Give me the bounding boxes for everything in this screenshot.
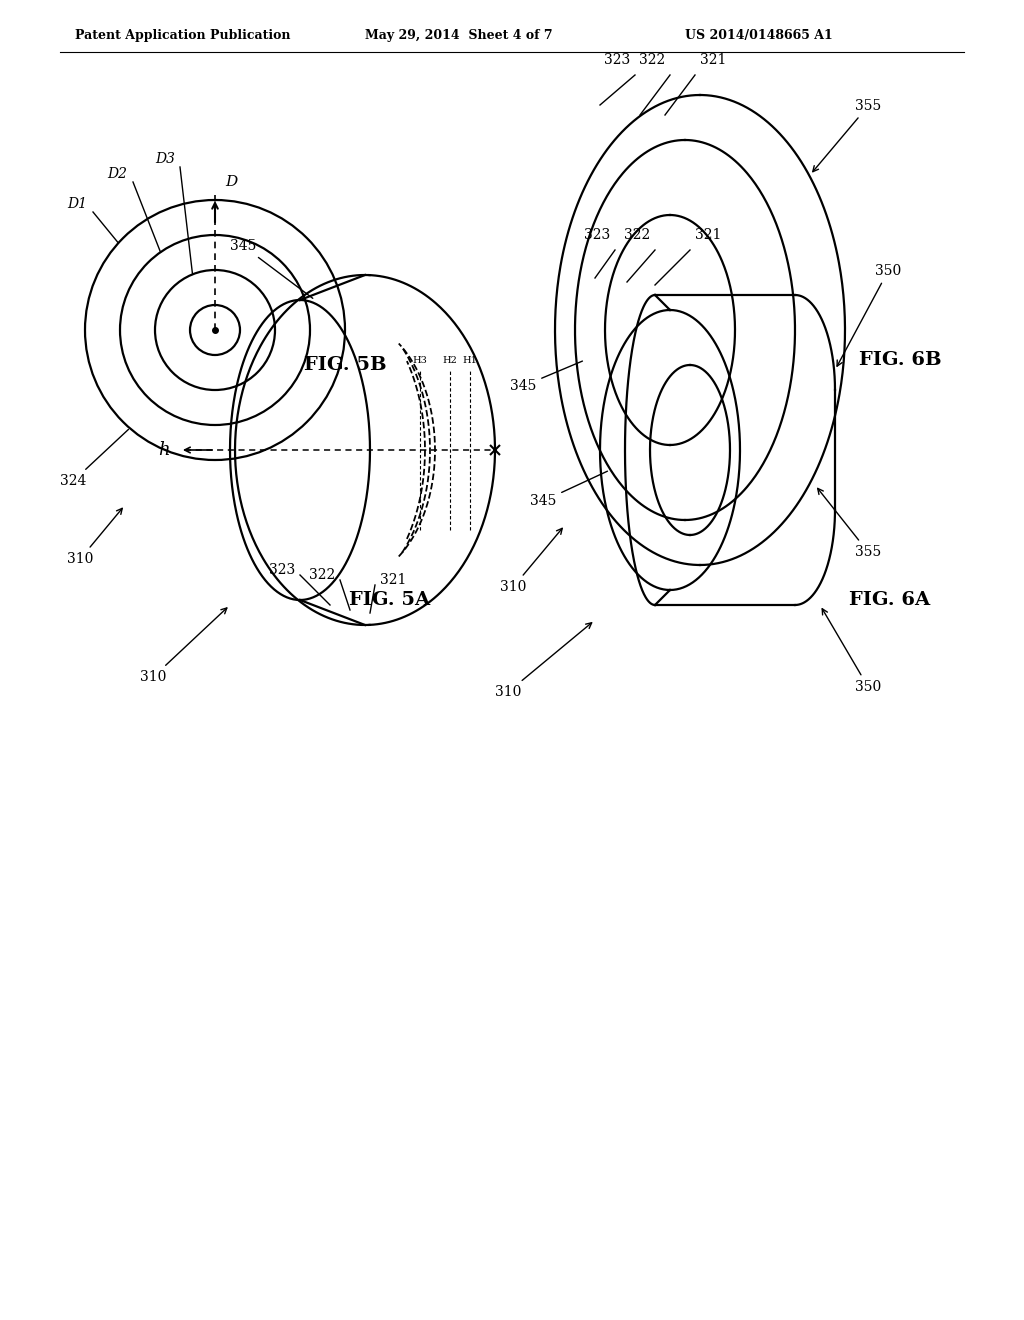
Text: H3: H3 [413, 356, 427, 366]
Text: 323: 323 [604, 53, 630, 67]
Text: 345: 345 [530, 471, 607, 508]
Text: May 29, 2014  Sheet 4 of 7: May 29, 2014 Sheet 4 of 7 [365, 29, 553, 41]
Text: D: D [225, 176, 238, 189]
Text: 322: 322 [624, 228, 650, 242]
Text: FIG. 5A: FIG. 5A [349, 591, 430, 609]
Text: h: h [159, 441, 170, 459]
Text: 310: 310 [140, 609, 227, 684]
Text: FIG. 5B: FIG. 5B [304, 356, 386, 374]
Text: FIG. 6B: FIG. 6B [859, 351, 941, 370]
Text: 321: 321 [695, 228, 721, 242]
Text: 323: 323 [268, 564, 295, 577]
Text: 321: 321 [700, 53, 726, 67]
Text: 324: 324 [60, 429, 128, 488]
Text: H1: H1 [463, 356, 477, 366]
Text: 321: 321 [380, 573, 407, 587]
Text: 310: 310 [67, 508, 122, 566]
Text: D3: D3 [155, 152, 175, 166]
Text: D1: D1 [67, 197, 87, 211]
Text: H2: H2 [442, 356, 458, 366]
Text: 345: 345 [230, 239, 312, 298]
Text: 355: 355 [813, 99, 882, 172]
Text: FIG. 6A: FIG. 6A [850, 591, 931, 609]
Text: 355: 355 [818, 488, 882, 558]
Text: 345: 345 [510, 362, 583, 393]
Text: 323: 323 [584, 228, 610, 242]
Text: D2: D2 [106, 168, 127, 181]
Text: Patent Application Publication: Patent Application Publication [75, 29, 291, 41]
Text: 350: 350 [822, 609, 882, 694]
Text: 350: 350 [837, 264, 901, 366]
Text: US 2014/0148665 A1: US 2014/0148665 A1 [685, 29, 833, 41]
Text: 322: 322 [309, 568, 335, 582]
Text: 322: 322 [639, 53, 665, 67]
Text: 310: 310 [495, 623, 592, 700]
Text: 310: 310 [500, 528, 562, 594]
